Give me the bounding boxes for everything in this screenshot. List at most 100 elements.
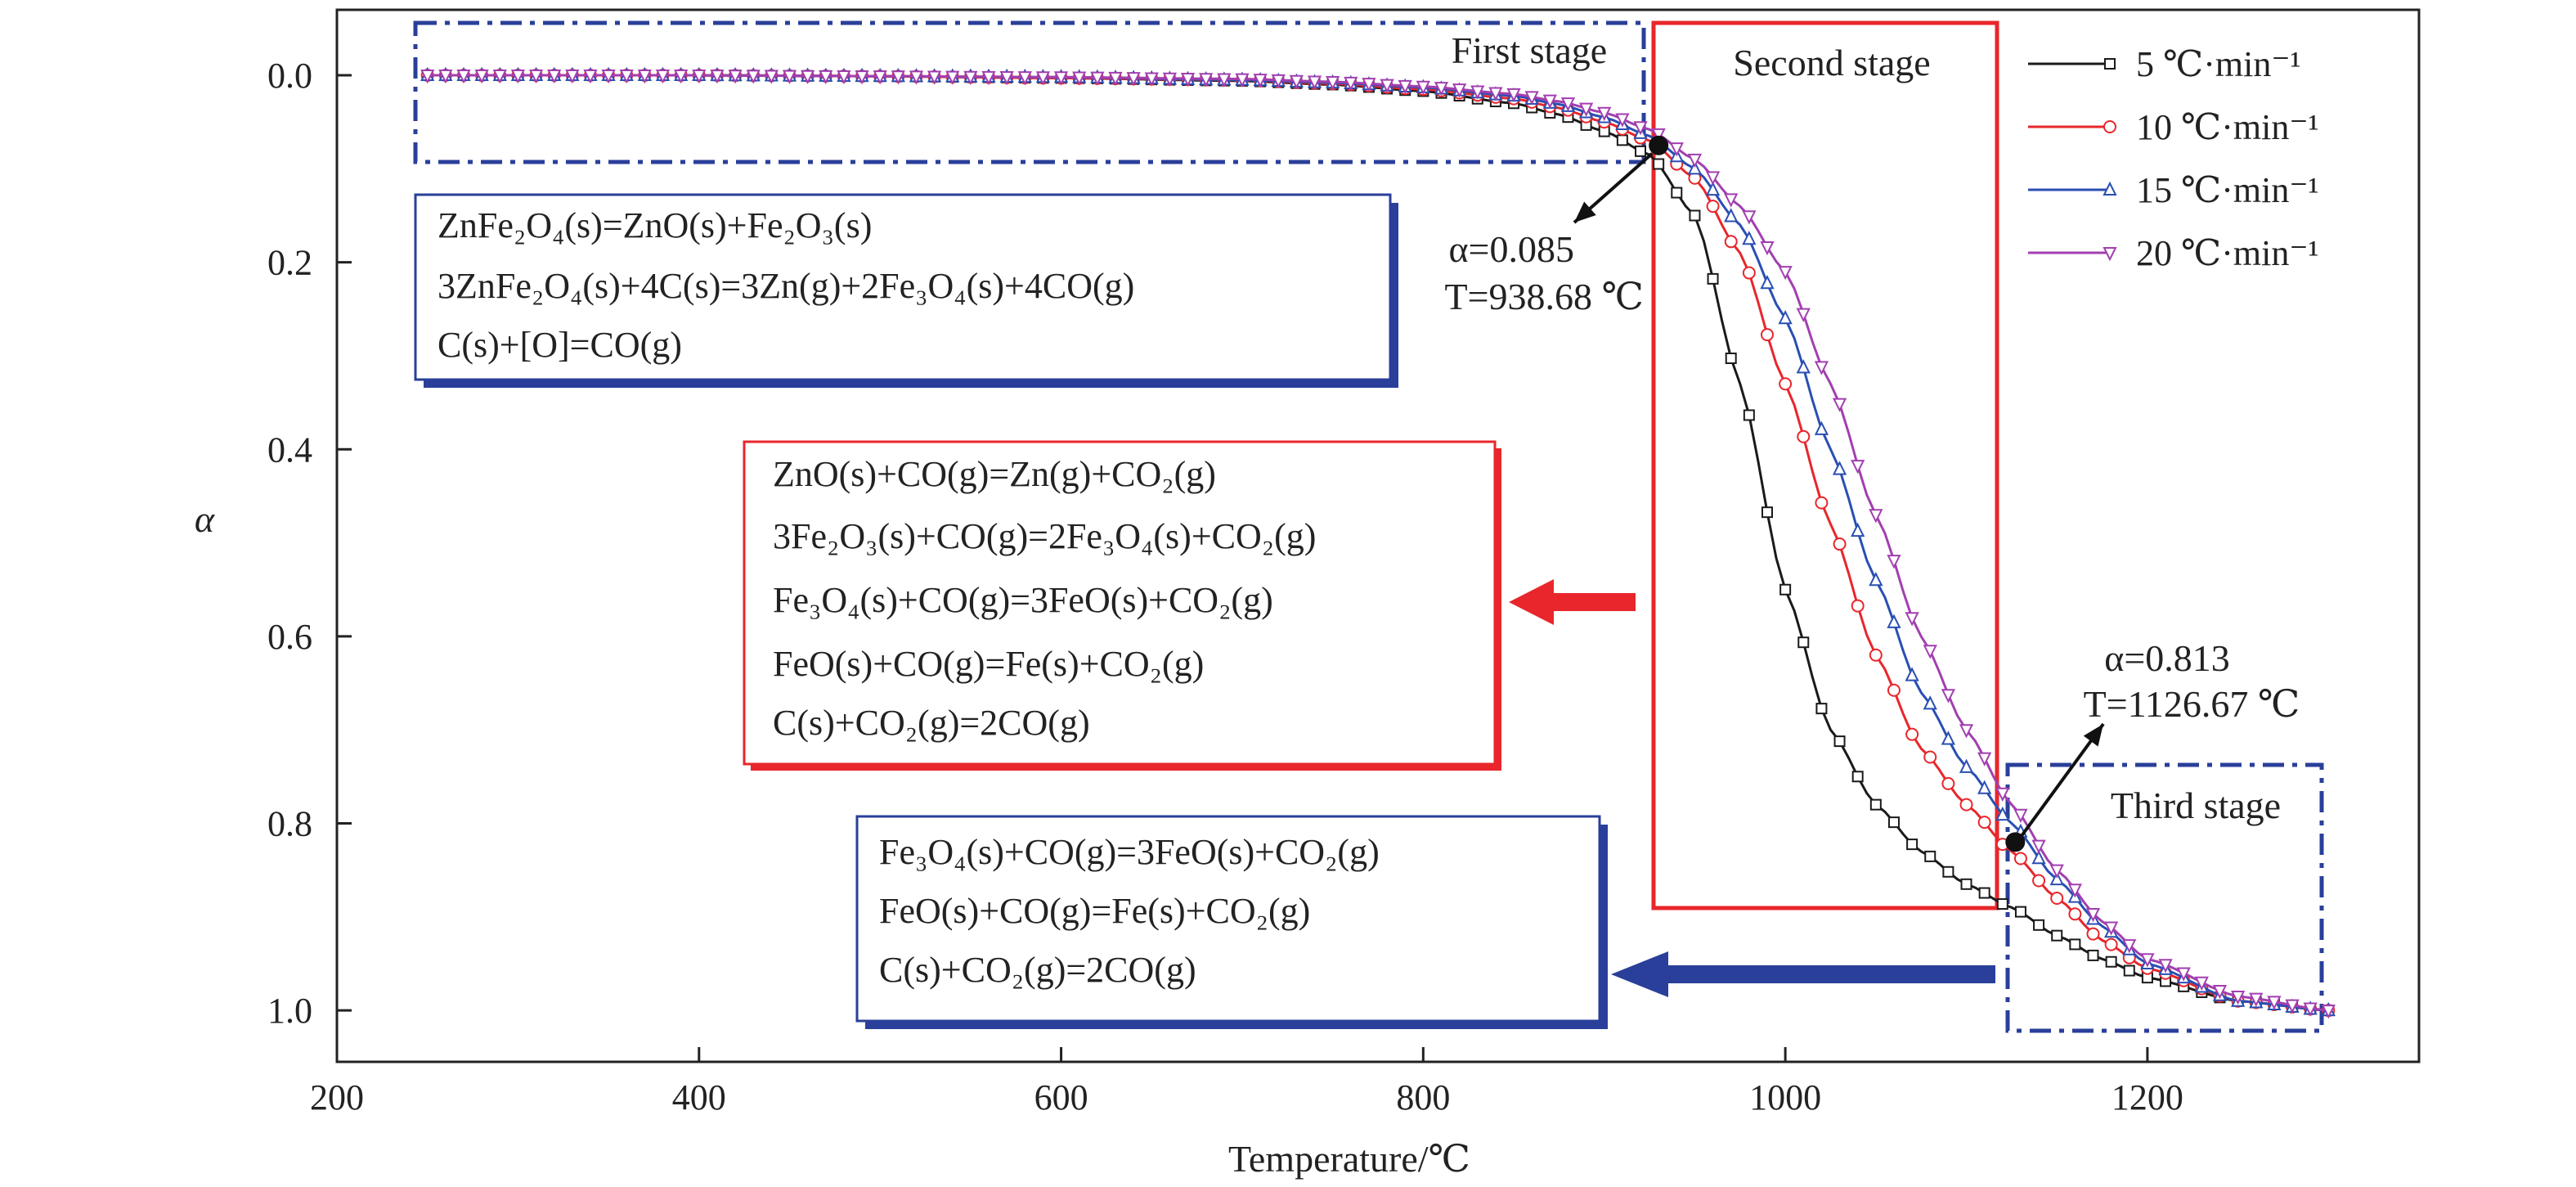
data-point xyxy=(800,70,815,84)
annotation-2-temp: T=1126.67 ℃ xyxy=(2084,683,2300,725)
data-point xyxy=(2049,870,2064,886)
data-point xyxy=(2303,1002,2318,1017)
data-point xyxy=(1978,887,1990,899)
series-line xyxy=(427,74,2329,1012)
y-tick-label: 0.8 xyxy=(267,804,312,844)
x-tick-label: 200 xyxy=(310,1077,364,1117)
data-point xyxy=(2013,852,2027,866)
data-point xyxy=(1199,73,1214,88)
reaction-box-3-line-2: FeO(s)+CO(g)=Fe(s)+CO₂(g) xyxy=(879,891,1310,931)
data-point xyxy=(1869,509,1883,524)
data-point xyxy=(1779,583,1792,596)
data-point xyxy=(1597,106,1612,121)
data-point xyxy=(1651,128,1666,143)
data-point xyxy=(1053,71,1069,86)
data-point xyxy=(1542,94,1557,109)
third-stage-label: Third stage xyxy=(2111,785,2281,826)
x-tick-label: 600 xyxy=(1034,1077,1088,1117)
first-stage-label: First stage xyxy=(1452,29,1607,71)
data-point xyxy=(1815,703,1828,715)
reaction-box-1-line-3: C(s)+[O]=CO(g) xyxy=(438,325,682,365)
data-point xyxy=(1434,82,1449,97)
data-point xyxy=(999,71,1014,86)
data-point xyxy=(1144,72,1159,87)
data-point xyxy=(782,70,797,84)
data-point xyxy=(1851,522,1865,537)
data-point xyxy=(492,70,507,84)
data-point xyxy=(1524,91,1539,106)
annotation-1-alpha: α=0.085 xyxy=(1448,228,1574,270)
data-point xyxy=(764,70,779,84)
legend-label: 20 ℃·min⁻¹ xyxy=(2136,233,2319,273)
data-point xyxy=(1635,145,1647,157)
data-point xyxy=(1633,121,1648,136)
data-point xyxy=(619,70,634,84)
data-point xyxy=(2032,874,2046,888)
legend-marker xyxy=(2103,120,2116,133)
reaction-box-3-line-3: C(s)+CO₂(g)=2CO(g) xyxy=(879,950,1196,990)
data-point xyxy=(1689,209,1701,222)
data-point xyxy=(891,70,905,85)
series-4 xyxy=(420,70,2336,1019)
data-point xyxy=(1995,806,2010,821)
data-point xyxy=(1977,780,1992,794)
data-point xyxy=(1977,816,1991,830)
data-point xyxy=(1887,614,1901,628)
red-arrow xyxy=(1509,579,1636,625)
reaction-box-2-line-2: 3Fe₂O₃(s)+CO(g)=2Fe₃O₄(s)+CO₂(g) xyxy=(773,516,1316,556)
data-point xyxy=(1742,266,1756,280)
data-point xyxy=(456,70,471,84)
reaction-box-2-line-3: Fe₃O₄(s)+CO(g)=3FeO(s)+CO₂(g) xyxy=(773,580,1273,620)
data-point xyxy=(2049,864,2064,879)
data-point xyxy=(1615,113,1630,128)
data-point xyxy=(1452,83,1467,98)
data-point xyxy=(1398,79,1412,95)
annotation-1-arrow-head xyxy=(1574,201,1596,223)
data-point xyxy=(2105,955,2117,968)
data-point xyxy=(2122,939,2137,954)
data-point xyxy=(2013,808,2028,824)
annotation-1-point xyxy=(1649,135,1669,155)
data-point xyxy=(728,70,743,84)
data-point xyxy=(1905,612,1919,627)
data-point xyxy=(1905,727,1919,741)
data-point xyxy=(1217,73,1232,88)
data-point xyxy=(1560,97,1576,112)
annotation-1-temp: T=938.68 ℃ xyxy=(1445,276,1645,317)
data-point xyxy=(1705,181,1721,196)
reaction-box-1-frame xyxy=(414,193,1392,381)
legend-marker xyxy=(2103,181,2117,196)
data-point xyxy=(1705,171,1721,186)
data-point xyxy=(1779,377,1793,391)
y-tick-label: 0.0 xyxy=(267,56,312,96)
data-point xyxy=(1162,72,1178,87)
data-point xyxy=(1851,771,1864,783)
data-point xyxy=(1905,667,1919,681)
x-tick-label: 1000 xyxy=(1749,1077,1821,1117)
data-point xyxy=(1833,735,1846,748)
data-point xyxy=(2140,953,2155,968)
data-point xyxy=(655,70,671,84)
data-point xyxy=(1017,71,1032,86)
data-point xyxy=(2285,999,2300,1014)
first-stage-frame xyxy=(413,20,1646,164)
legend-label: 5 ℃·min⁻¹ xyxy=(2136,44,2301,84)
reaction-box-1-line-1: ZnFe₂O₄(s)=ZnO(s)+Fe₂O₃(s) xyxy=(438,205,872,245)
data-point xyxy=(1326,76,1340,91)
data-point xyxy=(1796,308,1811,322)
data-point xyxy=(1760,328,1774,342)
data-point xyxy=(1687,160,1703,175)
data-point xyxy=(674,70,689,84)
legend-marker xyxy=(2103,247,2117,262)
data-point xyxy=(1887,555,1901,569)
reaction-box-1-line-2: 3ZnFe₂O₄(s)+4C(s)=3Zn(g)+2Fe₃O₄(s)+4CO(g… xyxy=(438,266,1134,306)
y-tick-label: 0.6 xyxy=(267,617,312,657)
data-point xyxy=(1851,460,1865,474)
data-point xyxy=(1869,798,1882,811)
data-point xyxy=(873,70,887,85)
data-point xyxy=(1814,420,1829,435)
data-point xyxy=(1035,71,1051,86)
x-tick-label: 800 xyxy=(1396,1077,1450,1117)
data-point xyxy=(1832,398,1847,412)
annotation-2-arrow-head xyxy=(2083,724,2103,747)
